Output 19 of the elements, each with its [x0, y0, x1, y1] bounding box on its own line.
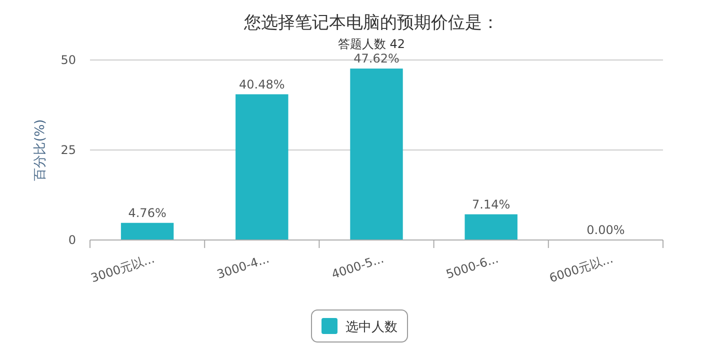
- x-tick-label: 6000元以...: [548, 252, 615, 286]
- y-axis-title: 百分比(%): [33, 119, 48, 181]
- data-label: 0.00%: [586, 223, 625, 237]
- x-tick-label: 4000-5...: [330, 252, 386, 282]
- bar: [464, 214, 518, 240]
- legend-label: 选中人数: [346, 320, 398, 335]
- bar: [350, 68, 403, 240]
- data-label: 40.48%: [239, 77, 285, 92]
- data-label: 7.14%: [472, 197, 510, 212]
- bar: [236, 94, 288, 240]
- y-tick-label: 50: [60, 53, 76, 67]
- x-tick-label: 3000元以...: [89, 252, 156, 286]
- chart-subtitle: 答题人数 42: [338, 37, 406, 51]
- chart-title: 您选择笔记本电脑的预期价位是：: [243, 13, 499, 33]
- data-label: 47.62%: [354, 52, 400, 66]
- data-label: 4.76%: [128, 206, 166, 220]
- y-tick-label: 0: [68, 233, 76, 247]
- bar: [120, 222, 174, 240]
- y-tick-label: 25: [60, 143, 76, 157]
